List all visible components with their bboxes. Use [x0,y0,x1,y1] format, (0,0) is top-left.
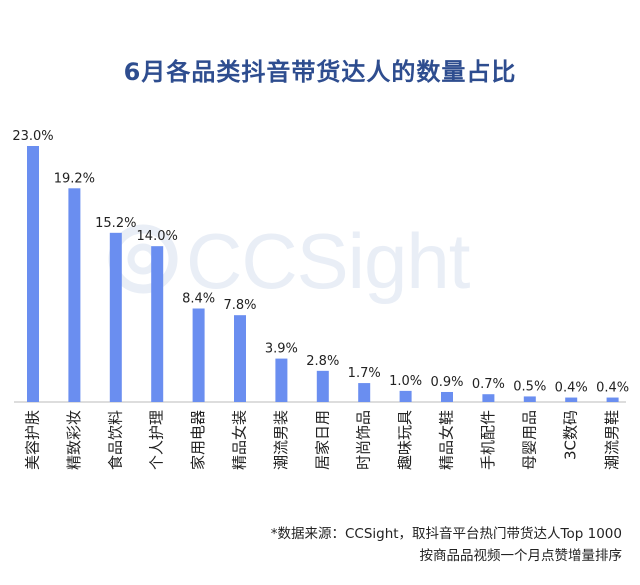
category-label-8: 时尚饰品 [355,410,373,470]
category-label-6: 潮流男装 [272,410,290,470]
category-label-4: 家用电器 [189,410,207,470]
value-label-2: 15.2% [95,216,136,231]
value-label-6: 3.9% [265,342,298,357]
bar-1 [68,188,81,402]
category-label-5: 精品女装 [231,410,249,470]
category-label-0: 美容护肤 [24,410,42,470]
bar-7 [316,370,329,402]
source-note-line2: 按商品品视频一个月点赞增量排序 [419,548,623,564]
bar-3 [151,246,164,402]
category-label-3: 个人护理 [148,410,166,470]
value-label-14: 0.4% [596,381,629,396]
bar-13 [565,397,578,402]
value-label-9: 1.0% [389,374,422,389]
bar-2 [109,232,122,402]
watermark: CCSight [108,212,548,312]
value-label-10: 0.9% [430,375,463,390]
value-label-11: 0.7% [472,377,505,392]
bar-8 [358,383,371,402]
value-label-1: 19.2% [54,171,95,186]
category-label-10: 精品女鞋 [438,410,456,470]
chart-title: 6月各品类抖音带货达人的数量占比 [123,58,517,86]
value-label-7: 2.8% [306,354,339,369]
category-label-9: 趣味玩具 [396,410,414,470]
value-label-8: 1.7% [348,366,381,381]
bar-6 [275,358,288,402]
bar-12 [523,396,536,402]
category-label-2: 食品饮料 [106,410,124,470]
category-label-7: 居家日用 [313,410,331,470]
category-label-12: 母婴用品 [520,410,538,470]
bar-0 [27,146,39,402]
value-label-0: 23.0% [12,129,53,144]
bar-14 [606,397,619,402]
category-label-13: 3C数码 [562,410,580,460]
value-label-12: 0.5% [513,379,546,394]
bar-5 [234,315,246,402]
bar-4 [192,308,205,402]
category-label-11: 手机配件 [479,410,497,470]
watermark-text: CCSight [186,217,470,305]
value-label-3: 14.0% [137,229,178,244]
value-label-13: 0.4% [555,381,588,396]
value-label-5: 7.8% [223,298,256,313]
bar-9 [399,390,412,402]
category-label-1: 精致彩妆 [65,410,83,470]
source-note-line1: *数据来源：CCSight，取抖音平台热门带货达人Top 1000 [270,526,622,542]
bar-11 [482,394,495,402]
value-label-4: 8.4% [182,292,215,307]
bar-10 [441,391,453,402]
category-label-14: 潮流男鞋 [603,410,621,470]
